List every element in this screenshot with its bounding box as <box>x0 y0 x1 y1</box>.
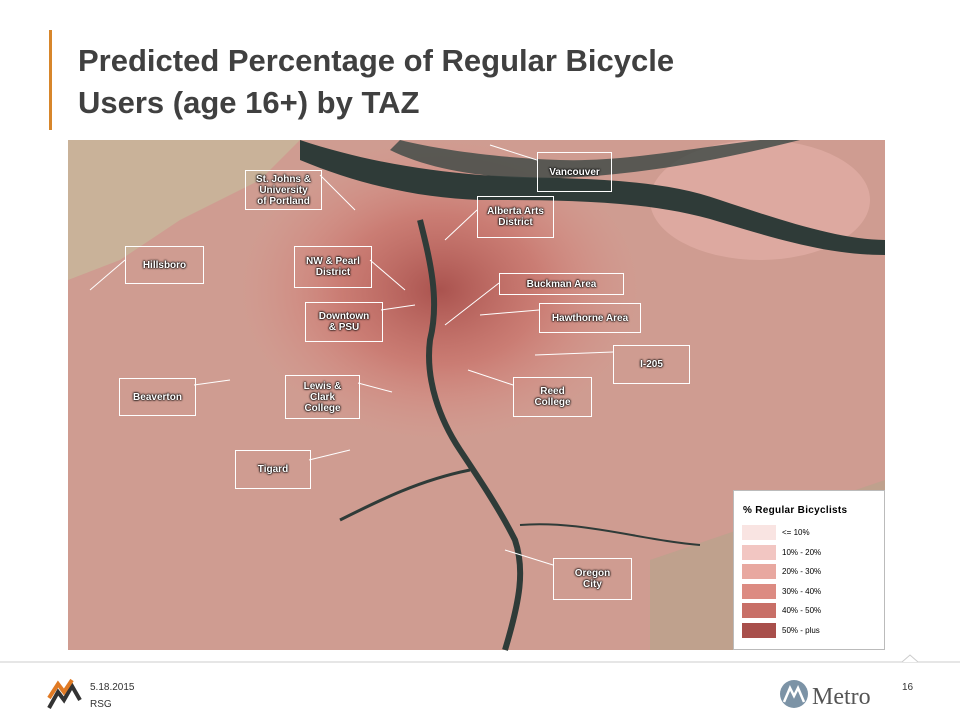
map-label: Reed College <box>513 377 592 417</box>
map-label-line: District <box>315 267 351 278</box>
legend-swatch <box>742 525 776 540</box>
river-channel <box>390 140 800 179</box>
page-number: 16 <box>902 682 914 693</box>
footer-org: RSG <box>90 699 112 710</box>
map-label: NW & Pearl District <box>294 246 372 288</box>
metro-logo-mark <box>780 680 808 708</box>
metro-logo: Metro <box>812 684 871 710</box>
legend-swatch <box>742 622 776 638</box>
map-label-line: Clark <box>309 391 335 403</box>
map-label: Hawthorne Area <box>539 303 641 333</box>
legend-label: 40% - 50% <box>782 606 822 615</box>
legend-label: 50% - plus <box>782 625 820 635</box>
leader-lines <box>89 144 614 566</box>
map-label-line: District <box>498 217 533 228</box>
map-label-line: Oregon <box>574 568 611 579</box>
slide-title: Predicted Percentage of Regular Bicycle … <box>78 40 674 124</box>
map-label-line: Downtown <box>318 311 370 322</box>
map-label-line: I-205 <box>640 359 663 370</box>
map-label: Downtown & PSU <box>305 302 383 342</box>
map-label-line: St. Johns & <box>255 173 311 185</box>
map-label: St. Johns & University of Portland <box>245 170 322 210</box>
map-label: Hillsboro <box>125 246 204 284</box>
title-line: Predicted Percentage of Regular Bicycle <box>78 43 675 78</box>
map-label-line: Vancouver <box>549 166 600 178</box>
legend-label: 30% - 40% <box>782 586 822 596</box>
title-line: Users (age 16+) by TAZ <box>78 85 420 120</box>
legend-label: 10% - 20% <box>782 547 822 557</box>
map-label: Vancouver <box>537 152 612 192</box>
map-label-line: Hawthorne Area <box>551 312 629 324</box>
legend-swatch <box>742 603 776 618</box>
map-label-line: Buckman Area <box>526 278 597 290</box>
map-label-line: Lewis & <box>303 380 342 392</box>
map-label-line: City <box>583 579 602 590</box>
map-label-line: Tigard <box>257 464 289 475</box>
map-label-line: of Portland <box>257 195 310 207</box>
willamette-river <box>417 219 524 651</box>
legend-title: % Regular Bicyclists <box>743 505 848 516</box>
map-label: Oregon City <box>553 558 632 600</box>
map-label-line: Hillsboro <box>142 259 187 271</box>
map-label: I-205 <box>613 345 690 384</box>
legend-swatch <box>742 544 776 560</box>
clackamas-river <box>519 523 701 546</box>
footer-notch <box>901 654 919 663</box>
map-label: Tigard <box>235 450 311 489</box>
map-label-line: NW & Pearl <box>306 256 360 267</box>
map-label-line: Reed <box>540 386 565 397</box>
map-rural <box>68 140 300 280</box>
map-label-line: & PSU <box>328 322 360 333</box>
map-label: Lewis & Clark College <box>285 375 360 419</box>
legend-swatch <box>742 564 776 579</box>
map-label-line: College <box>534 397 571 408</box>
map-label-line: College <box>304 402 341 414</box>
map-label: Buckman Area <box>499 273 624 295</box>
map-label: Alberta Arts District <box>477 196 554 238</box>
map-core <box>240 140 640 440</box>
map-label: Beaverton <box>119 378 196 416</box>
footer-date: 5.18.2015 <box>90 682 135 693</box>
tualatin-river <box>339 468 471 522</box>
map-label-line: Alberta Arts <box>487 206 544 217</box>
accent-bar <box>49 30 52 130</box>
legend: % Regular Bicyclists <= 10% 10% - 20% 20% … <box>733 490 885 650</box>
legend-label: 20% - 30% <box>782 567 822 576</box>
map-label-line: University <box>259 184 308 196</box>
legend-label: <= 10% <box>782 528 810 537</box>
columbia-river <box>300 140 885 255</box>
rsg-logo <box>47 678 82 711</box>
legend-swatch <box>742 583 776 599</box>
map-label-line: Beaverton <box>133 391 182 403</box>
